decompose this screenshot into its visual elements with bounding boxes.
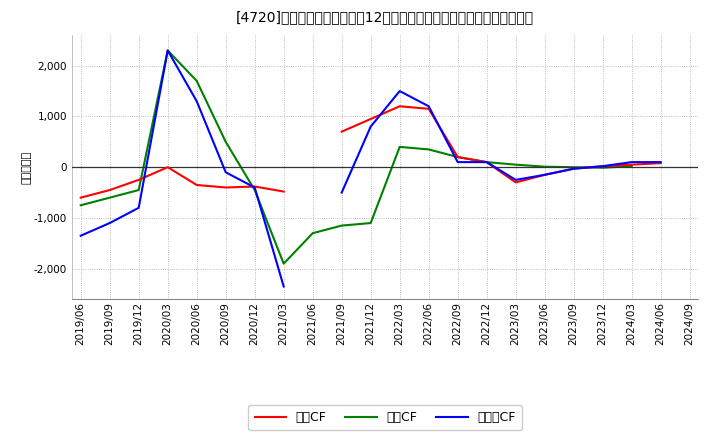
営業CF <box>598 164 607 169</box>
投資CF <box>598 165 607 170</box>
投資CF <box>627 164 636 169</box>
フリーCF <box>366 124 375 129</box>
投資CF <box>251 187 259 193</box>
フリーCF <box>424 104 433 109</box>
営業CF <box>541 172 549 177</box>
投資CF <box>279 261 288 266</box>
Line: 営業CF: 営業CF <box>81 106 661 198</box>
営業CF <box>454 154 462 160</box>
フリーCF <box>511 177 520 183</box>
投資CF <box>192 78 201 84</box>
投資CF <box>570 165 578 170</box>
営業CF <box>395 104 404 109</box>
営業CF <box>366 116 375 121</box>
フリーCF <box>163 48 172 53</box>
営業CF <box>482 159 491 165</box>
Line: フリーCF: フリーCF <box>81 51 661 286</box>
営業CF <box>570 166 578 171</box>
投資CF <box>511 162 520 167</box>
営業CF <box>251 184 259 189</box>
営業CF <box>279 189 288 194</box>
フリーCF <box>657 159 665 165</box>
営業CF <box>105 187 114 193</box>
Legend: 営業CF, 投資CF, フリーCF: 営業CF, 投資CF, フリーCF <box>248 405 522 430</box>
投資CF <box>395 144 404 150</box>
投資CF <box>135 187 143 193</box>
投資CF <box>308 231 317 236</box>
投資CF <box>541 164 549 169</box>
営業CF <box>338 129 346 134</box>
フリーCF <box>135 205 143 210</box>
営業CF <box>511 180 520 185</box>
フリーCF <box>338 190 346 195</box>
Line: 投資CF: 投資CF <box>81 51 631 264</box>
投資CF <box>454 154 462 160</box>
投資CF <box>76 203 85 208</box>
フリーCF <box>251 185 259 190</box>
フリーCF <box>221 170 230 175</box>
営業CF <box>76 195 85 200</box>
営業CF <box>424 106 433 111</box>
投資CF <box>338 223 346 228</box>
フリーCF <box>279 284 288 289</box>
投資CF <box>105 195 114 200</box>
投資CF <box>424 147 433 152</box>
フリーCF <box>454 159 462 165</box>
フリーCF <box>627 159 636 165</box>
フリーCF <box>541 172 549 177</box>
フリーCF <box>76 233 85 238</box>
営業CF <box>163 165 172 170</box>
投資CF <box>366 220 375 226</box>
投資CF <box>482 159 491 165</box>
フリーCF <box>395 88 404 94</box>
投資CF <box>221 139 230 144</box>
フリーCF <box>598 164 607 169</box>
営業CF <box>135 177 143 183</box>
投資CF <box>163 48 172 53</box>
営業CF <box>192 182 201 187</box>
フリーCF <box>482 159 491 165</box>
営業CF <box>627 162 636 167</box>
営業CF <box>657 161 665 166</box>
Y-axis label: （百万円）: （百万円） <box>21 150 31 184</box>
Title: [4720]　キャッシュフローの12か月移動合計の対前年同期増減額の推移: [4720] キャッシュフローの12か月移動合計の対前年同期増減額の推移 <box>236 10 534 24</box>
営業CF <box>221 185 230 190</box>
フリーCF <box>570 166 578 171</box>
フリーCF <box>105 220 114 226</box>
フリーCF <box>192 99 201 104</box>
